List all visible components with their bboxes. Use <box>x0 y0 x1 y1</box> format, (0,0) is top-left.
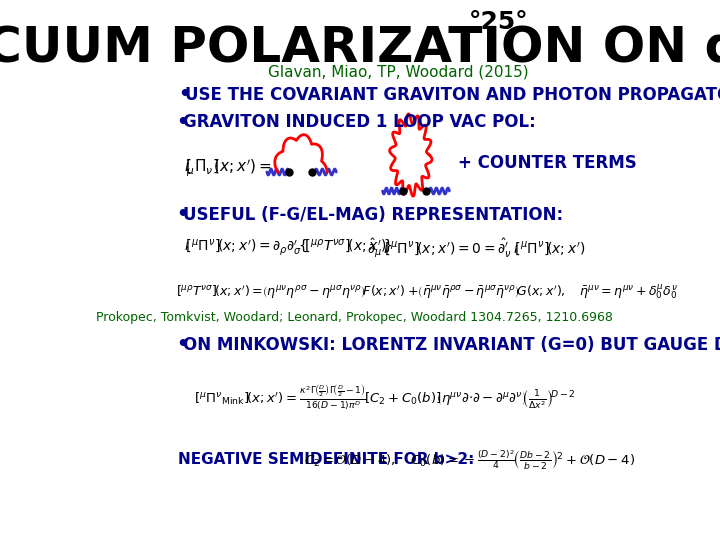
Text: ON MINKOWSKI: LORENTZ INVARIANT (G=0) BUT GAUGE DEPENDENT RESULT: ON MINKOWSKI: LORENTZ INVARIANT (G=0) BU… <box>183 336 720 354</box>
Text: $\hat{\partial}_{\mu}\,\imath\!\left[{}^{\mu}\Pi^{\nu}\right]\!(x;x^{\prime})=0=: $\hat{\partial}_{\mu}\,\imath\!\left[{}^… <box>367 236 585 260</box>
Text: VACUUM POLARIZATION ON dS: VACUUM POLARIZATION ON dS <box>0 23 720 71</box>
Text: •: • <box>176 335 189 354</box>
Text: •: • <box>176 112 189 132</box>
Text: °25°: °25° <box>469 10 529 34</box>
Text: $\!\left[{}^{\mu\rho}T^{\nu\sigma}\right]\!(x;x^{\prime})=\!\left(\eta^{\mu\nu}\: $\!\left[{}^{\mu\rho}T^{\nu\sigma}\right… <box>177 282 678 301</box>
Text: •: • <box>176 206 189 225</box>
Text: USE THE COVARIANT GRAVITON AND PHOTON PROPAGATORS TO CALC: USE THE COVARIANT GRAVITON AND PHOTON PR… <box>184 86 720 104</box>
Text: •: • <box>179 85 191 105</box>
Text: USEFUL (F-G/EL-MAG) REPRESENTATION:: USEFUL (F-G/EL-MAG) REPRESENTATION: <box>183 206 562 224</box>
Text: Prokopec, Tomkvist, Woodard; Leonard, Prokopec, Woodard 1304.7265, 1210.6968: Prokopec, Tomkvist, Woodard; Leonard, Pr… <box>96 312 613 325</box>
Text: $\!\left[{}^{\mu}\Pi^{\nu}{}_{\mathrm{Mink}}\right]\!(x;x^{\prime})=\frac{\kappa: $\!\left[{}^{\mu}\Pi^{\nu}{}_{\mathrm{Mi… <box>195 383 575 413</box>
Text: $i\!\left[\!\!{}_{\mu}\Pi_{\nu}\right]\!\!\left(x;x^{\prime}\right)=$: $i\!\left[\!\!{}_{\mu}\Pi_{\nu}\right]\!… <box>184 157 271 179</box>
Text: GRAVITON INDUCED 1 LOOP VAC POL:: GRAVITON INDUCED 1 LOOP VAC POL: <box>183 113 535 131</box>
Text: + COUNTER TERMS: + COUNTER TERMS <box>458 154 637 172</box>
Text: $C_{2}=\mathcal{O}(D-4),\quadC_{0}(b)=-\frac{(D-2)^{2}}{4}\!\left(\frac{Db-2}{b-: $C_{2}=\mathcal{O}(D-4),\quadC_{0}(b)=-\… <box>304 448 635 472</box>
Text: NEGATIVE SEMIDEFINITE FOR b>2:: NEGATIVE SEMIDEFINITE FOR b>2: <box>179 453 474 468</box>
Text: $\imath\!\left[{}^{\mu}\Pi^{\nu}\right]\!(x;x^{\prime})=\partial_{\rho}\partial^: $\imath\!\left[{}^{\mu}\Pi^{\nu}\right]\… <box>184 238 392 258</box>
Text: Glavan, Miao, TP, Woodard (2015): Glavan, Miao, TP, Woodard (2015) <box>269 64 529 79</box>
